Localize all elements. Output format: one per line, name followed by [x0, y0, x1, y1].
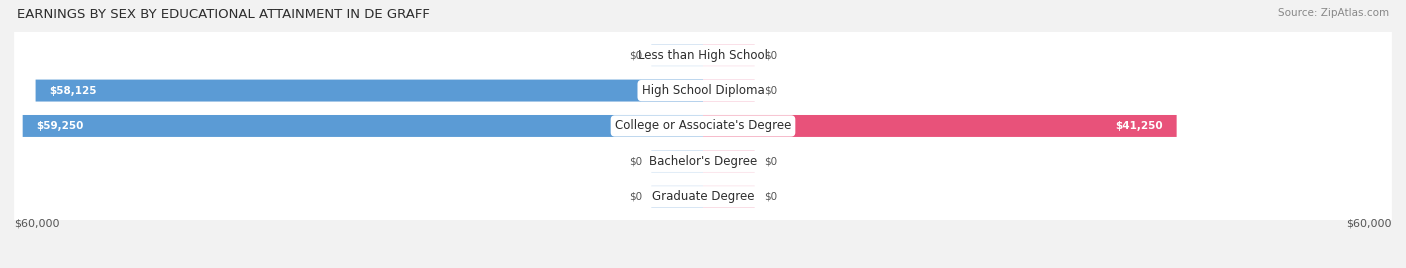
FancyBboxPatch shape [14, 0, 1392, 268]
Text: $0: $0 [763, 192, 778, 202]
FancyBboxPatch shape [22, 115, 703, 137]
Text: $0: $0 [763, 85, 778, 96]
Text: EARNINGS BY SEX BY EDUCATIONAL ATTAINMENT IN DE GRAFF: EARNINGS BY SEX BY EDUCATIONAL ATTAINMEN… [17, 8, 430, 21]
FancyBboxPatch shape [703, 150, 755, 172]
Text: $60,000: $60,000 [14, 219, 59, 229]
FancyBboxPatch shape [14, 0, 1392, 268]
Text: $59,250: $59,250 [37, 121, 84, 131]
Text: $0: $0 [763, 50, 778, 60]
Text: Source: ZipAtlas.com: Source: ZipAtlas.com [1278, 8, 1389, 18]
FancyBboxPatch shape [703, 44, 755, 66]
Text: $0: $0 [763, 156, 778, 166]
Text: $58,125: $58,125 [49, 85, 97, 96]
Text: High School Diploma: High School Diploma [641, 84, 765, 97]
FancyBboxPatch shape [651, 44, 703, 66]
FancyBboxPatch shape [14, 0, 1392, 268]
Text: Graduate Degree: Graduate Degree [652, 190, 754, 203]
Text: $60,000: $60,000 [1347, 219, 1392, 229]
FancyBboxPatch shape [651, 150, 703, 172]
FancyBboxPatch shape [651, 186, 703, 208]
FancyBboxPatch shape [703, 186, 755, 208]
Text: $0: $0 [628, 156, 643, 166]
Text: College or Associate's Degree: College or Associate's Degree [614, 120, 792, 132]
Text: Bachelor's Degree: Bachelor's Degree [650, 155, 756, 168]
FancyBboxPatch shape [703, 115, 1177, 137]
Text: $0: $0 [628, 192, 643, 202]
Text: $0: $0 [628, 50, 643, 60]
FancyBboxPatch shape [35, 80, 703, 102]
Text: $41,250: $41,250 [1115, 121, 1163, 131]
FancyBboxPatch shape [14, 0, 1392, 268]
FancyBboxPatch shape [703, 80, 755, 102]
FancyBboxPatch shape [14, 0, 1392, 268]
Text: Less than High School: Less than High School [638, 49, 768, 62]
